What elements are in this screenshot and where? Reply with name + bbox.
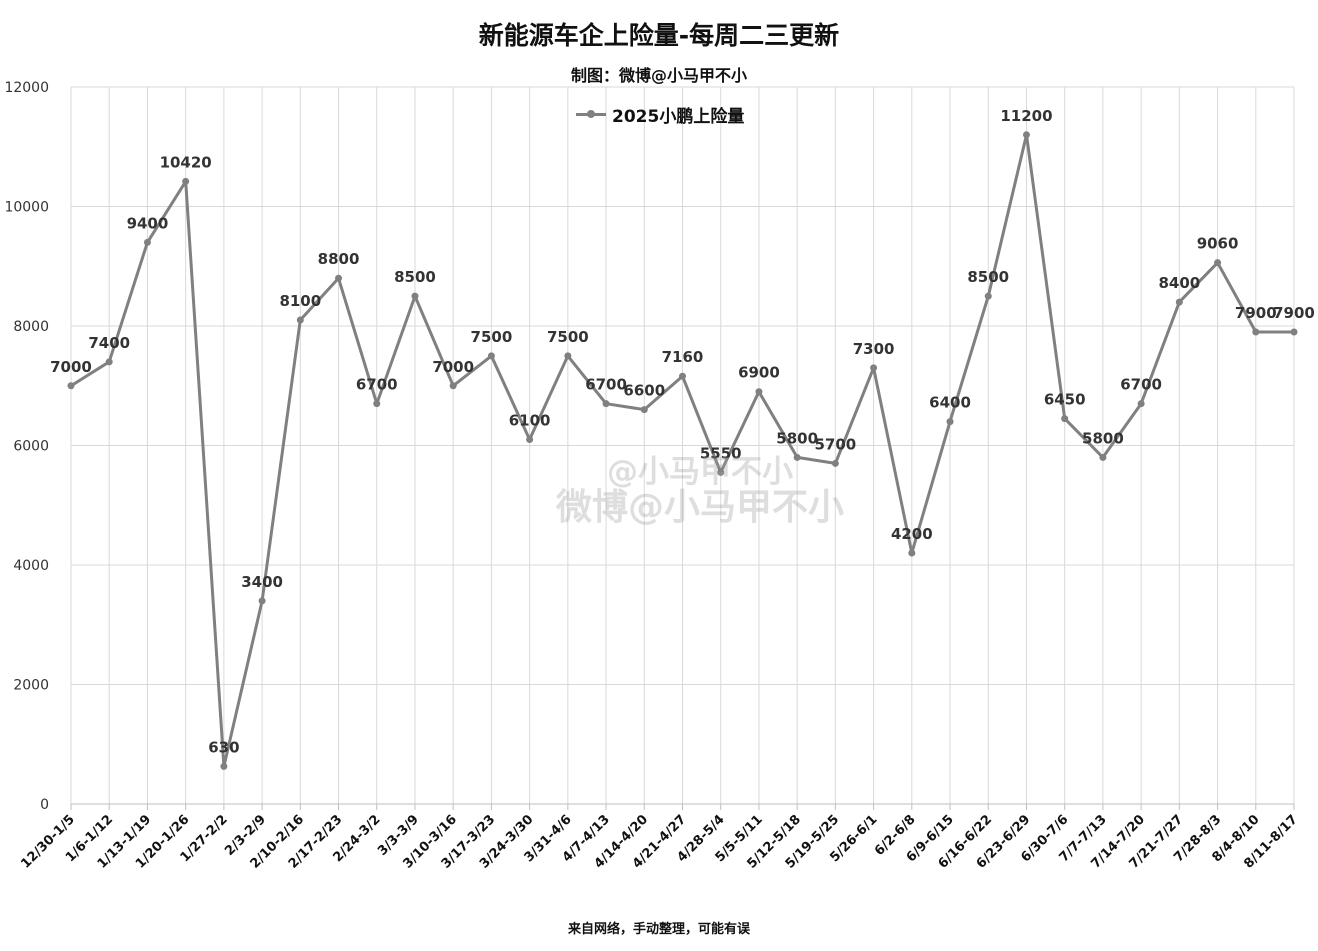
data-point <box>1252 328 1260 336</box>
data-point <box>335 274 343 282</box>
data-label: 8500 <box>394 268 436 286</box>
data-label: 7900 <box>1235 304 1277 322</box>
data-point <box>487 352 495 360</box>
data-label: 9400 <box>127 214 169 232</box>
data-point <box>793 453 801 461</box>
data-label: 8100 <box>279 292 321 310</box>
data-label: 8400 <box>1158 274 1200 292</box>
data-point <box>1214 259 1222 267</box>
data-point <box>755 388 763 396</box>
data-label: 5700 <box>815 435 857 453</box>
data-point <box>182 177 190 185</box>
y-tick-label: 0 <box>40 797 49 813</box>
data-point <box>67 382 75 390</box>
data-point <box>220 762 228 770</box>
data-point <box>411 292 419 300</box>
chart-footer-note: 来自网络，手动整理，可能有误 <box>567 922 750 937</box>
legend: 2025小鹏上险量 <box>576 101 744 127</box>
data-point <box>1290 328 1298 336</box>
data-point <box>564 352 572 360</box>
data-label: 9060 <box>1197 235 1239 253</box>
data-label: 6600 <box>623 382 665 400</box>
series-xpeng <box>67 131 1298 770</box>
data-label: 7000 <box>50 358 92 376</box>
data-label: 7000 <box>432 358 474 376</box>
data-point <box>105 358 113 366</box>
data-point <box>258 597 266 605</box>
data-point <box>640 406 648 414</box>
data-label: 7900 <box>1273 304 1315 322</box>
data-label: 7500 <box>471 328 513 346</box>
data-label: 630 <box>208 738 239 756</box>
y-tick-label: 10000 <box>4 200 49 216</box>
data-point <box>946 418 954 426</box>
data-label: 3400 <box>241 573 283 591</box>
y-tick-label: 8000 <box>13 319 49 335</box>
y-tick-label: 2000 <box>13 678 49 694</box>
data-point <box>717 468 725 476</box>
y-tick-label: 6000 <box>13 439 49 455</box>
data-label: 8800 <box>318 250 360 268</box>
data-point <box>526 436 534 444</box>
data-label: 6450 <box>1044 391 1086 409</box>
data-label: 4200 <box>891 525 933 543</box>
gridlines <box>70 86 1295 804</box>
data-label: 7500 <box>547 328 589 346</box>
legend-entry: 2025小鹏上险量 <box>612 106 745 127</box>
data-label: 6700 <box>356 376 398 394</box>
data-label: 8500 <box>967 268 1009 286</box>
data-point <box>296 316 304 324</box>
data-labels: 7000 7400 9400 10420 630 3400 8100 8800 6700 8500… <box>50 107 1315 757</box>
data-label: 5800 <box>776 429 818 447</box>
y-tick-label: 12000 <box>4 80 49 96</box>
data-label: 6400 <box>929 394 971 412</box>
data-point <box>870 364 878 372</box>
chart-subtitle: 制图：微博@小马甲不小 <box>570 66 747 85</box>
data-point <box>679 372 686 380</box>
data-label: 11200 <box>1000 107 1052 125</box>
x-axis-ticks: 12/30-1/51/6-1/121/13-1/191/20-1/261/27-… <box>18 812 1301 872</box>
y-tick-label: 4000 <box>13 558 49 574</box>
data-label: 7160 <box>662 348 704 366</box>
data-point <box>831 459 839 467</box>
chart-title: 新能源车企上险量-每周二三更新 <box>478 21 840 50</box>
data-point <box>143 238 151 246</box>
data-label: 6700 <box>1120 376 1162 394</box>
data-label: 5550 <box>700 444 742 462</box>
legend-line-marker-icon <box>576 101 606 127</box>
data-label: 6100 <box>509 412 551 430</box>
data-point <box>1022 131 1030 139</box>
axes <box>70 803 1295 810</box>
data-label: 10420 <box>160 153 212 171</box>
data-point <box>1137 400 1145 408</box>
data-point <box>984 292 992 300</box>
data-point <box>449 382 457 390</box>
data-label: 7400 <box>88 334 130 352</box>
data-point <box>1061 415 1069 423</box>
x-tick-label: 12/30-1/5 <box>18 812 78 872</box>
y-axis-ticks: 0 2000 4000 6000 8000 10000 12000 <box>4 80 49 813</box>
data-point <box>1175 298 1183 306</box>
data-label: 6900 <box>738 364 780 382</box>
data-point <box>602 400 610 408</box>
data-label: 6700 <box>585 376 627 394</box>
data-label: 7300 <box>853 340 895 358</box>
data-point <box>908 549 916 557</box>
data-point <box>1099 453 1107 461</box>
data-point <box>373 400 381 408</box>
data-label: 5800 <box>1082 429 1124 447</box>
